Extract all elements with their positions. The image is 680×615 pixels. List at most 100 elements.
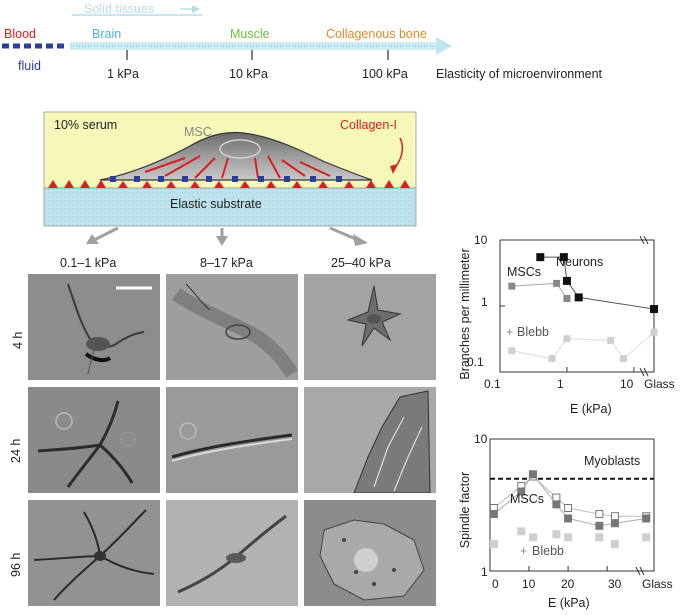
data-point [650, 328, 658, 336]
myoblasts-label: Myoblasts [584, 454, 641, 468]
brain-label: Brain [92, 27, 122, 41]
fluid-label: fluid [18, 59, 41, 73]
data-point [559, 253, 568, 262]
micrograph-stiff-96h [304, 500, 436, 606]
data-point [610, 519, 619, 528]
spindle-xlabel: E (kPa) [548, 596, 590, 610]
data-point [528, 533, 537, 542]
data-point [563, 335, 571, 343]
x-tick-1: 1 [557, 377, 564, 391]
data-point [562, 276, 571, 285]
micrograph-soft-4h [28, 274, 160, 380]
spindle-x-tick-20: 20 [561, 577, 575, 591]
collagen-triangles [48, 180, 410, 188]
data-point [517, 527, 526, 536]
blebb-plus-icon: + [506, 325, 514, 339]
micrograph-stiff-24h [304, 387, 436, 493]
nucleus [219, 139, 261, 159]
legend-neurons: Neurons [556, 255, 604, 269]
blood-label: Blood [4, 27, 36, 41]
row-label-4h: 4 h [11, 331, 25, 349]
data-point [536, 253, 545, 262]
spindle-x-tick-glass: Glass [642, 577, 673, 591]
data-point [564, 533, 573, 542]
data-point [563, 294, 571, 302]
x-tick-0-1: 0.1 [484, 377, 501, 391]
data-point [595, 510, 604, 519]
micrograph-soft-96h [28, 500, 160, 606]
col-label-stiff: 25–40 kPa [331, 256, 391, 270]
tick-1kpa: 1 kPa [107, 67, 139, 81]
data-point [528, 470, 537, 479]
y-tick-10: 10 [474, 233, 488, 247]
substrate-label: Elastic substrate [170, 197, 262, 211]
legend-spindle-mscs: MSCs [510, 492, 545, 506]
bone-label: Collagenous bone [326, 27, 427, 41]
down-arrows [86, 226, 368, 246]
col-label-medium: 8–17 kPa [200, 256, 253, 270]
collagen-label: Collagen-I [340, 118, 397, 132]
tick-100kpa: 100 kPa [362, 67, 408, 81]
solid-tissues-arrow-icon [192, 5, 200, 13]
data-point [564, 514, 573, 523]
solid-tissues-label: Solid tissues [84, 2, 155, 16]
data-point [642, 514, 651, 523]
data-point [595, 521, 604, 530]
data-point [595, 533, 604, 542]
data-point [610, 540, 619, 549]
adhesion-sites [110, 176, 354, 188]
y-tick-0-1: 0.1 [467, 355, 484, 369]
micrograph-medium-4h [166, 274, 298, 380]
data-point [564, 504, 573, 513]
schematic-graphic [43, 111, 417, 246]
spindle-x-tick-0: 0 [492, 577, 499, 591]
msc-label: MSC [184, 125, 212, 139]
arrow-head-icon [436, 37, 452, 55]
spindle-blebb-plus-icon: + [520, 544, 528, 558]
micrograph-medium-96h [166, 500, 298, 606]
data-point [642, 533, 651, 542]
spindle-y-tick-1: 1 [481, 565, 488, 579]
elasticity-axis-label: Elasticity of microenvironment [436, 67, 603, 81]
axis-break [639, 566, 645, 576]
legend-blebb: Blebb [517, 325, 549, 339]
data-point [517, 487, 526, 496]
branches-xlabel: E (kPa) [570, 402, 612, 416]
micrograph-medium-24h [166, 387, 298, 493]
data-point [574, 293, 583, 302]
spindle-chart-svg [489, 438, 655, 576]
spindle-x-tick-10: 10 [522, 577, 536, 591]
row-label-24h: 24 h [9, 438, 23, 463]
data-point [548, 355, 556, 363]
data-point [489, 540, 498, 549]
muscle-label: Muscle [230, 27, 270, 41]
msc-cell [99, 131, 373, 181]
axis-break [639, 235, 645, 245]
data-point [489, 510, 498, 519]
stress-fibers [144, 155, 331, 179]
col-label-soft: 0.1–1 kPa [60, 256, 117, 270]
series-line-2 [511, 331, 655, 360]
micrograph-soft-24h [28, 387, 160, 493]
axis-break [643, 367, 649, 377]
data-point [508, 282, 516, 290]
data-point [619, 355, 627, 363]
collagen-arrow-icon [390, 164, 398, 174]
data-point [552, 500, 561, 509]
data-point [650, 305, 658, 314]
axis-break [639, 367, 645, 377]
data-point [552, 530, 561, 539]
legend-mscs: MSCs [507, 265, 542, 279]
legend-spindle-blebb: Blebb [532, 544, 564, 558]
data-point [610, 512, 619, 521]
spindle-ylabel: Spindle factor [458, 471, 472, 549]
row-label-96h: 96 h [9, 552, 23, 577]
data-point [552, 493, 561, 502]
elastic-substrate [43, 187, 417, 227]
serum-label: 10% serum [54, 118, 118, 132]
axis-break [643, 235, 649, 245]
branches-chart-svg [499, 235, 658, 377]
data-point [508, 347, 516, 355]
data-point [553, 279, 561, 287]
tick-10kpa: 10 kPa [229, 67, 268, 81]
